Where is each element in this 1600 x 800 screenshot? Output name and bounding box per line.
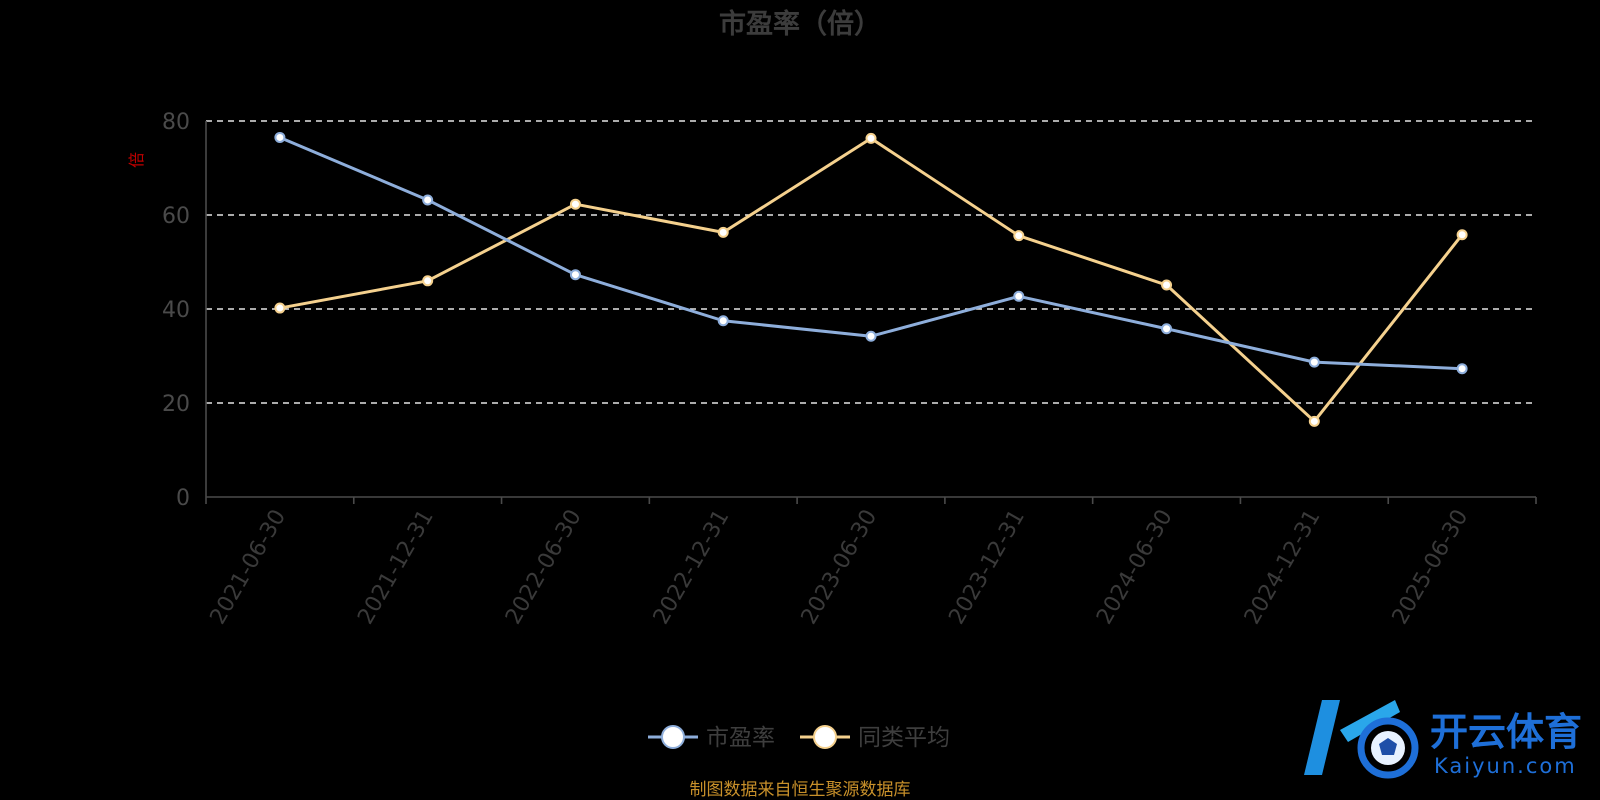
legend-item-0[interactable]: 市盈率: [648, 725, 775, 751]
x-tick-label: 2021-12-31: [353, 505, 439, 628]
x-tick-label: 2025-06-30: [1388, 506, 1474, 629]
y-tick-label: 80: [162, 110, 190, 135]
data-source-note: 制图数据来自恒生聚源数据库: [690, 780, 911, 800]
y-tick-label: 40: [162, 298, 190, 323]
data-point[interactable]: [1456, 229, 1468, 241]
legend-item-1[interactable]: 同类平均: [800, 725, 950, 751]
watermark-logo: 开云体育 Kaiyun.com: [1304, 700, 1582, 779]
watermark-name: 开云体育: [1430, 710, 1582, 754]
legend-marker: [661, 725, 685, 749]
data-point[interactable]: [422, 194, 434, 206]
legend-marker: [813, 725, 837, 749]
data-point[interactable]: [1308, 356, 1320, 368]
x-tick-label: 2024-12-31: [1240, 506, 1326, 629]
y-tick-label: 0: [176, 486, 190, 511]
data-point[interactable]: [274, 131, 286, 143]
data-point[interactable]: [1013, 290, 1025, 302]
legend-label: 同类平均: [858, 725, 950, 751]
data-point[interactable]: [1161, 323, 1173, 335]
y-tick-label: 20: [162, 392, 190, 417]
data-point[interactable]: [1161, 279, 1173, 291]
series-lines: [274, 131, 1468, 427]
x-tick-label: 2024-06-30: [1092, 506, 1178, 629]
data-point[interactable]: [865, 132, 877, 144]
kaiyun-logo-mark: [1304, 700, 1419, 779]
data-point[interactable]: [1308, 415, 1320, 427]
x-tick-label: 2021-06-30: [206, 506, 292, 629]
grid-lines: [206, 120, 1536, 404]
data-point[interactable]: [1013, 230, 1025, 242]
legend-label: 市盈率: [706, 725, 775, 751]
chart-title: 市盈率（倍）: [719, 8, 881, 40]
data-point[interactable]: [717, 226, 729, 238]
data-point[interactable]: [569, 269, 581, 281]
y-axis-unit: 倍: [127, 152, 146, 168]
data-point[interactable]: [274, 302, 286, 314]
series-line-1: [279, 136, 1464, 423]
watermark-domain: Kaiyun.com: [1434, 754, 1577, 778]
x-tick-label: 2022-06-30: [501, 506, 587, 629]
legend[interactable]: 市盈率 同类平均: [648, 725, 950, 751]
data-point[interactable]: [717, 315, 729, 327]
data-point[interactable]: [1456, 363, 1468, 375]
x-tick-label: 2022-12-31: [649, 506, 735, 629]
y-tick-label: 60: [162, 204, 190, 229]
data-point[interactable]: [422, 275, 434, 287]
data-point[interactable]: [569, 198, 581, 210]
x-tick-label: 2023-12-31: [944, 506, 1030, 629]
x-tick-label: 2023-06-30: [797, 506, 883, 629]
data-point[interactable]: [865, 330, 877, 342]
axes: 0 20 40 60 80 2021-06-30 2021-12-31 2022-06-30 2…: [162, 110, 1537, 629]
